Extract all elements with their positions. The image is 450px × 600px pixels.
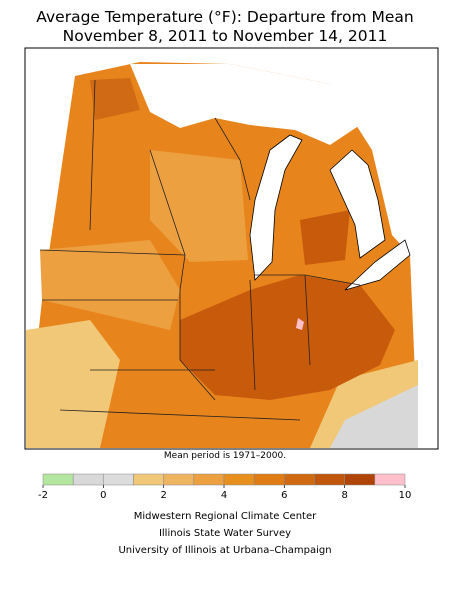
title-line: Average Temperature (°F): Departure from…: [36, 8, 413, 26]
legend-swatch: [42, 473, 74, 486]
legend-swatch: [163, 473, 195, 486]
legend-swatch: [344, 473, 376, 486]
lake: [329, 149, 386, 259]
legend-tick-label: 4: [221, 490, 227, 501]
legend-tick-label: 8: [341, 490, 347, 501]
map: [24, 47, 439, 450]
state-border: [39, 79, 361, 421]
color-legend: -2 0 2 4 6 8 10: [38, 473, 412, 501]
state-border: [214, 117, 251, 201]
legend-swatch: [374, 473, 406, 486]
legend-swatch: [314, 473, 345, 486]
legend-tick-label: -2: [38, 490, 48, 501]
lake: [249, 134, 303, 281]
legend-swatch: [284, 473, 315, 486]
legend-swatch: [103, 473, 134, 486]
region: [330, 385, 418, 448]
legend-swatch: [193, 473, 225, 486]
legend-tick-label: 0: [100, 490, 106, 501]
legend-tick-label: 6: [281, 490, 287, 501]
lake: [344, 239, 411, 291]
region: [296, 318, 304, 330]
region: [180, 210, 395, 400]
credit: University of Illinois at Urbana–Champai…: [118, 545, 331, 556]
region: [90, 78, 140, 120]
note: Mean period is 1971–2000.: [164, 451, 286, 461]
credit: Midwestern Regional Climate Center: [134, 511, 317, 522]
credit: Illinois State Water Survey: [159, 528, 291, 539]
legend-swatch: [72, 473, 104, 486]
legend-swatch: [133, 473, 164, 486]
legend-tick-label: 10: [399, 490, 412, 501]
legend-swatch: [253, 473, 285, 486]
region: [40, 150, 248, 330]
title-line: November 8, 2011 to November 14, 2011: [63, 27, 388, 45]
outside: [130, 64, 360, 145]
legend-tick-label: 2: [160, 490, 166, 501]
legend-swatch: [223, 473, 255, 486]
